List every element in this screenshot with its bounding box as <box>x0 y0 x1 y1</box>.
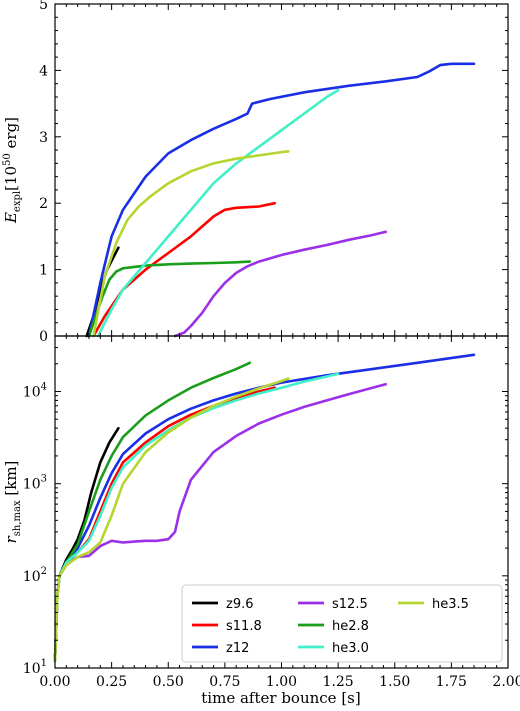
x-tick-label: 1.50 <box>379 674 410 690</box>
x-tick-label: 1.25 <box>323 674 354 690</box>
legend-label-z12: z12 <box>226 641 249 656</box>
top-y-tick-label: 5 <box>39 0 48 13</box>
x-tick-label: 0.50 <box>153 674 184 690</box>
series-line-top-he2-8 <box>87 260 252 338</box>
top-y-tick-label: 1 <box>39 263 48 279</box>
series-line-bottom-he3-5 <box>53 377 290 662</box>
top-y-axis-label: Eexpl[1050 erg] <box>2 117 23 224</box>
x-tick-label: 1.00 <box>266 674 297 690</box>
legend-label-z9-6: z9.6 <box>226 597 254 612</box>
x-tick-label: 2.00 <box>492 674 520 690</box>
bottom-y-tick-label: 102 <box>23 566 47 585</box>
top-y-tick-label: 3 <box>39 130 48 146</box>
top-axis-ticks: 0 1 2 3 4 5 <box>39 0 508 345</box>
x-tick-label: 0.00 <box>39 674 70 690</box>
legend-label-s11-8: s11.8 <box>226 619 262 634</box>
bottom-y-tick-label: 101 <box>23 658 47 677</box>
x-tick-label: 1.75 <box>436 674 467 690</box>
legend: z9.6 s11.8 z12 s12.5 he2.8 he3.0 he3.5 <box>181 584 503 663</box>
legend-label-he3-5: he3.5 <box>432 597 469 612</box>
bottom-y-tick-label: 103 <box>23 474 47 493</box>
bottom-plot-frame <box>54 335 509 669</box>
series-line-top-he3-5 <box>92 150 290 338</box>
legend-entries: z9.6 s11.8 z12 s12.5 he2.8 he3.0 he3.5 <box>192 597 469 656</box>
x-axis-label: time after bounce [s] <box>201 689 360 707</box>
legend-label-he3-0: he3.0 <box>332 641 369 656</box>
top-panel-energy: 0 1 2 3 4 5 Eexpl[1050 erg] <box>2 0 509 345</box>
bottom-series-lines <box>53 353 476 662</box>
bottom-axis-ticks: 0.00 0.25 0.50 0.75 1.00 1.25 1.50 1.75 2.00 101 1… <box>23 4 520 690</box>
top-y-tick-label: 2 <box>39 196 48 212</box>
top-y-tick-label: 0 <box>39 329 48 345</box>
legend-label-s12-5: s12.5 <box>332 597 368 612</box>
series-line-top-s12-5 <box>173 230 387 338</box>
bottom-y-axis-label: rsh,max [km] <box>2 461 23 544</box>
series-line-top-he3-0 <box>96 89 340 338</box>
top-y-tick-label: 4 <box>39 63 48 79</box>
legend-label-he2-8: he2.8 <box>332 619 369 634</box>
top-series-lines <box>85 62 476 338</box>
series-line-bottom-he3-0 <box>53 372 340 662</box>
series-line-top-z12 <box>87 62 476 338</box>
x-tick-label: 0.25 <box>96 674 127 690</box>
bottom-y-tick-label: 104 <box>23 381 47 400</box>
bottom-panel-shock-radius: 0.00 0.25 0.50 0.75 1.00 1.25 1.50 1.75 2.00 101 1… <box>2 4 520 707</box>
top-plot-frame <box>54 3 509 337</box>
x-tick-label: 0.75 <box>209 674 240 690</box>
